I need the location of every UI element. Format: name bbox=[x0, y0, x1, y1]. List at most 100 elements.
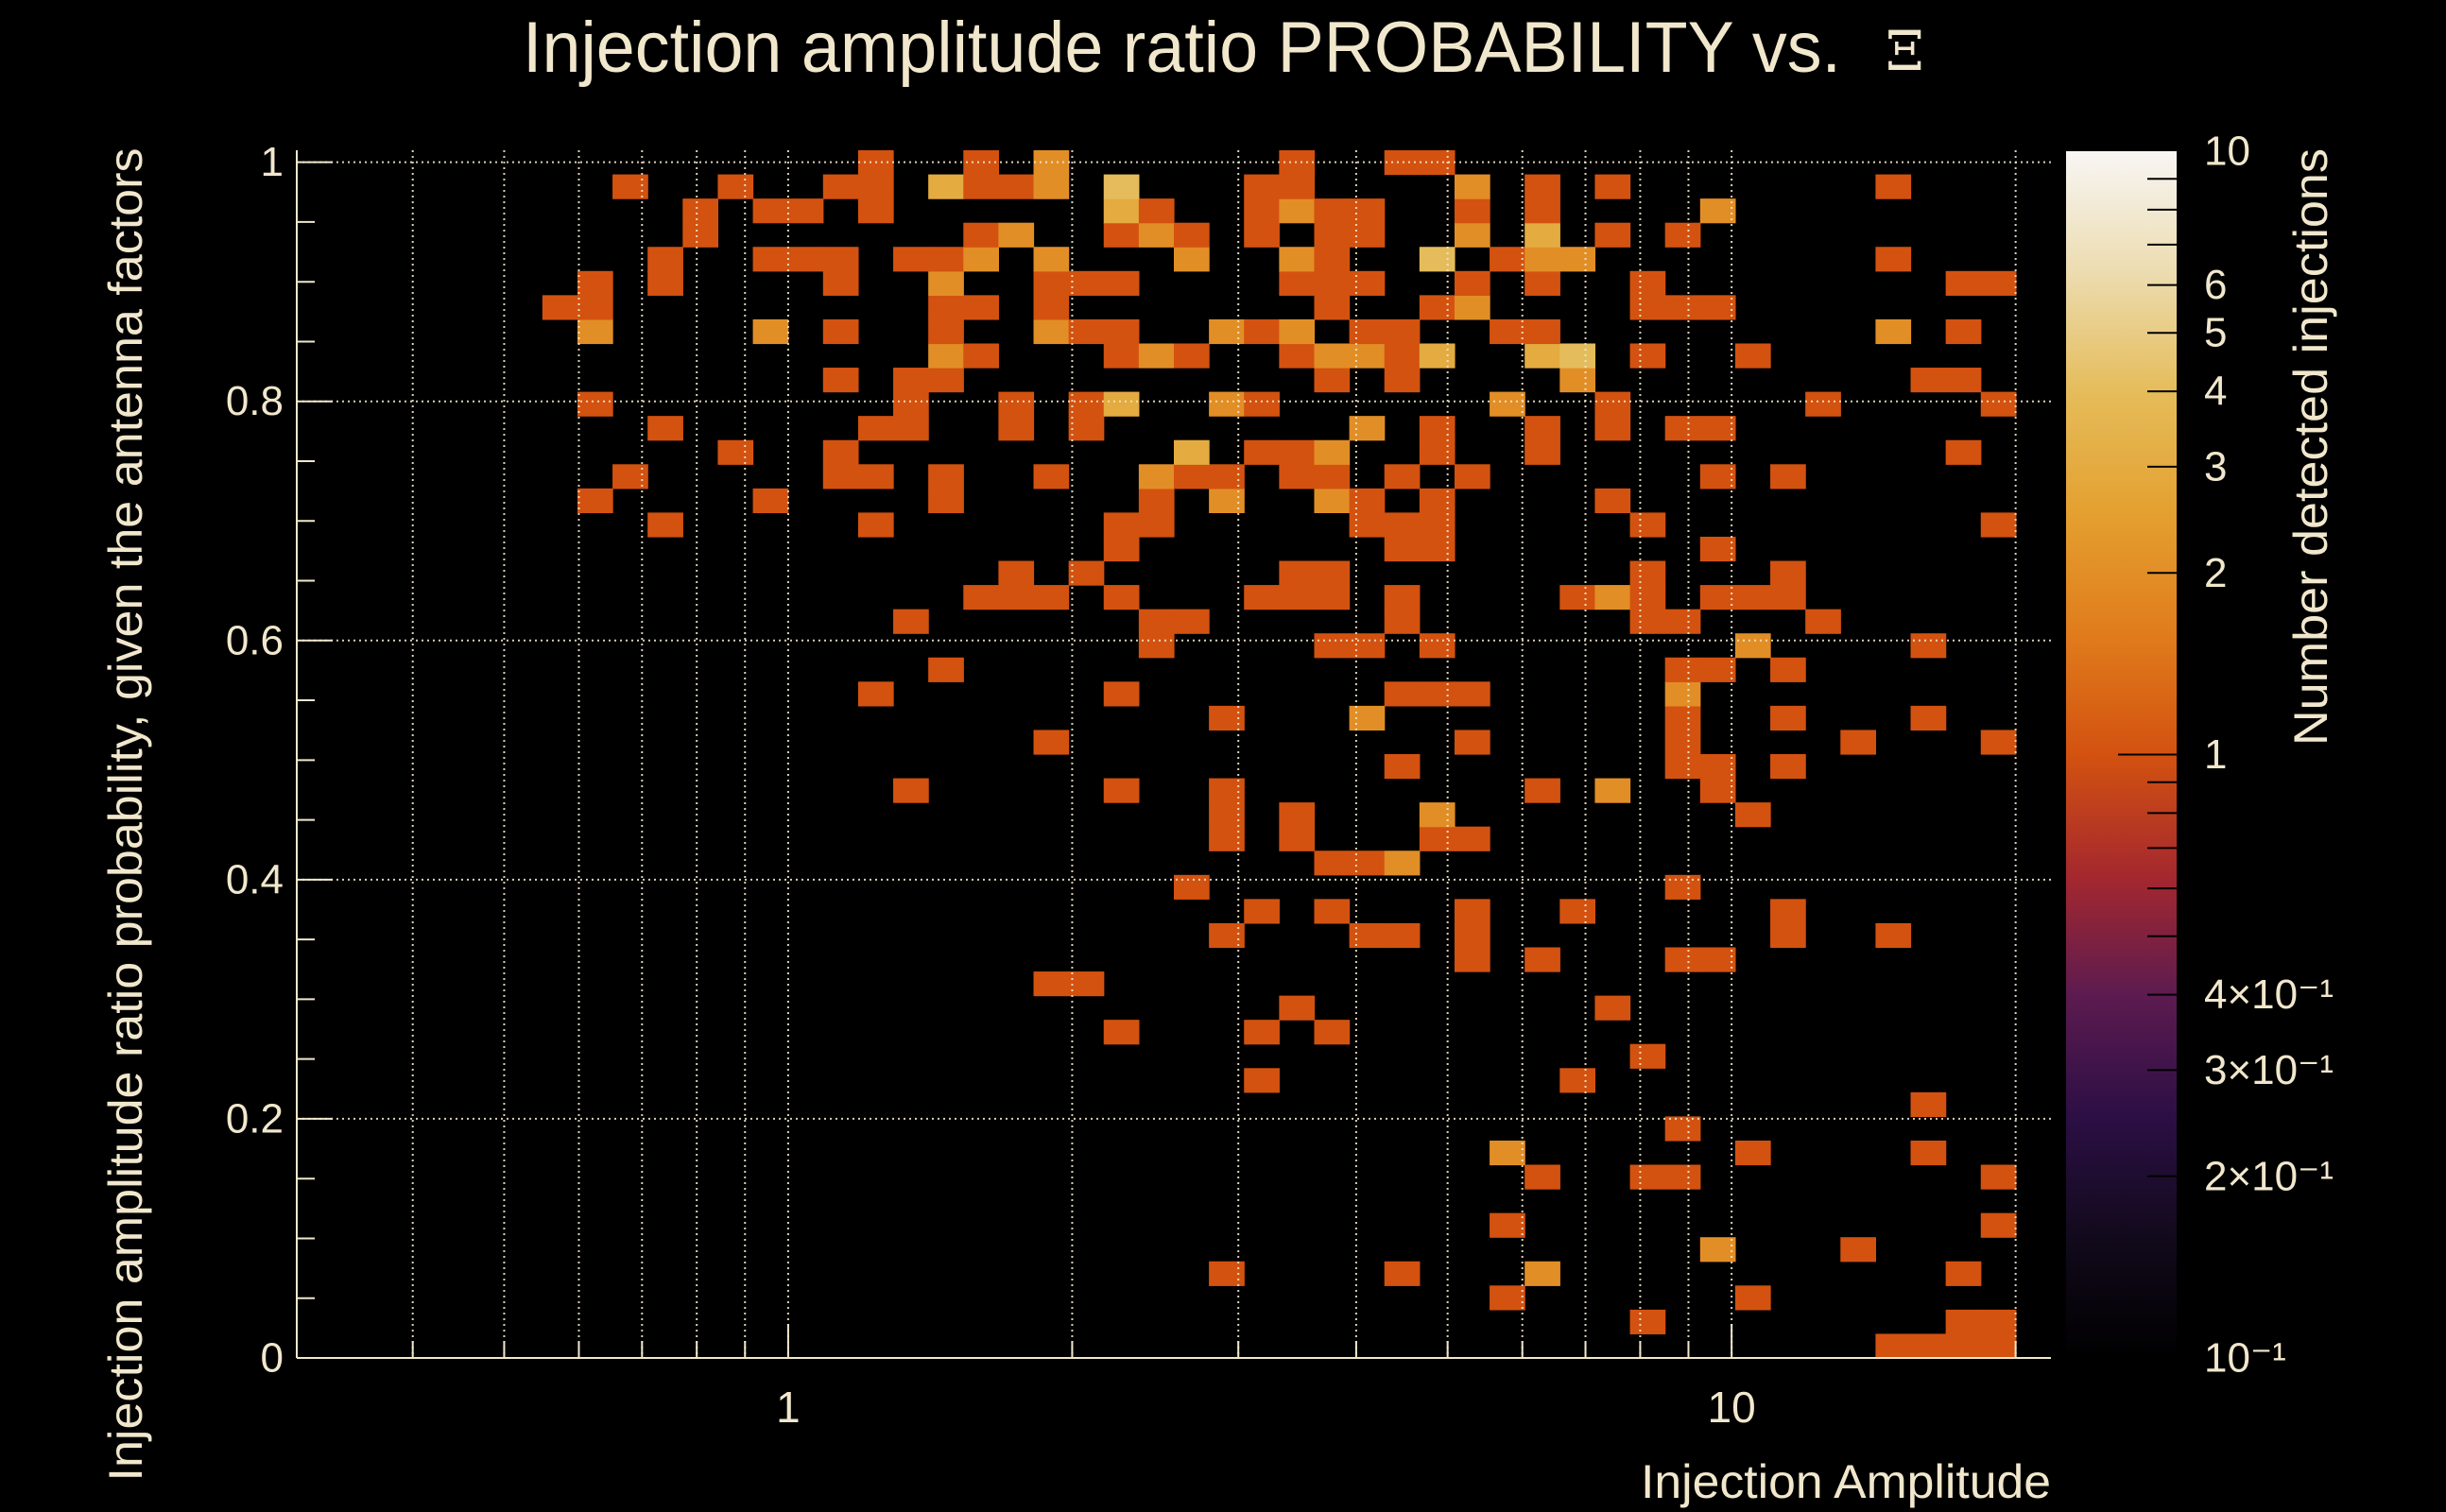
heatmap-cell bbox=[1454, 174, 1490, 199]
heatmap-cell bbox=[1384, 681, 1421, 707]
heatmap-cell bbox=[1875, 1333, 1912, 1359]
heatmap-cell bbox=[1384, 536, 1421, 562]
chart-title: Injection amplitude ratio PROBABILITY vs… bbox=[523, 8, 1841, 88]
tick-labels: 1 10 0 0.2 0.4 0.6 0.8 1 bbox=[226, 139, 1756, 1432]
heatmap-cell bbox=[1454, 826, 1490, 851]
heatmap-cell bbox=[893, 368, 929, 393]
y-tick-label: 0.8 bbox=[226, 378, 284, 424]
heatmap-cell bbox=[1244, 174, 1280, 199]
heatmap-cell bbox=[1419, 802, 1456, 828]
heatmap-cell bbox=[1314, 1020, 1351, 1045]
colorbar-label: 4 bbox=[2204, 369, 2227, 415]
heatmap-cell bbox=[1454, 681, 1490, 707]
heatmap-cell bbox=[1384, 754, 1421, 780]
heatmap-cell bbox=[1384, 850, 1421, 876]
heatmap-cell bbox=[1770, 899, 1806, 924]
heatmap-cell bbox=[1629, 343, 1666, 369]
heatmap-cell bbox=[1770, 657, 1806, 682]
heatmap-cell bbox=[928, 270, 964, 296]
heatmap-cell bbox=[998, 174, 1035, 199]
colorbar-label: 5 bbox=[2204, 310, 2227, 356]
heatmap-cell bbox=[1980, 512, 2017, 538]
heatmap-cell bbox=[1138, 633, 1175, 659]
heatmap-cell bbox=[1314, 198, 1351, 224]
heatmap-cell bbox=[1138, 488, 1175, 513]
heatmap-cell bbox=[1770, 754, 1806, 780]
heatmap-cell bbox=[928, 318, 964, 345]
heatmap-cell bbox=[1490, 318, 1525, 345]
heatmap-cell bbox=[1279, 343, 1316, 369]
heatmap-cell bbox=[1699, 657, 1736, 682]
heatmap-cell bbox=[1664, 681, 1701, 707]
heatmap-cell bbox=[1980, 270, 2017, 296]
heatmap-cell bbox=[1629, 1043, 1666, 1069]
heatmap-cell bbox=[1490, 247, 1525, 272]
axis-ticks bbox=[297, 161, 2017, 1359]
heatmap-cell bbox=[1349, 488, 1386, 513]
heatmap-cell bbox=[1699, 947, 1736, 972]
heatmap-cell bbox=[1524, 222, 1560, 248]
heatmap-cell bbox=[1384, 343, 1421, 369]
heatmap-cell bbox=[1524, 174, 1560, 199]
heatmap-cell bbox=[1524, 1164, 1560, 1190]
heatmap-cell bbox=[1174, 343, 1210, 369]
heatmap-cell bbox=[928, 488, 964, 513]
heatmap-cell bbox=[1770, 464, 1806, 490]
heatmap-cell bbox=[1174, 609, 1210, 634]
heatmap-cell bbox=[1664, 222, 1701, 248]
heatmap-cell bbox=[928, 295, 964, 320]
heatmap-cell bbox=[1454, 270, 1490, 296]
heatmap-cell bbox=[1805, 391, 1841, 417]
y-tick-label: 0.4 bbox=[226, 856, 284, 902]
heatmap-cell bbox=[1524, 416, 1560, 441]
heatmap-cell bbox=[1910, 633, 1947, 659]
heatmap-cell bbox=[1699, 1237, 1736, 1263]
heatmap-cell bbox=[1980, 1309, 2017, 1335]
heatmap-cell bbox=[1314, 222, 1351, 248]
y-tick-label: 0.6 bbox=[226, 617, 284, 663]
heatmap-cell bbox=[1945, 439, 1982, 465]
heatmap-cell bbox=[1594, 174, 1631, 199]
heatmap-cell bbox=[1594, 585, 1631, 610]
heatmap-cell bbox=[752, 318, 789, 345]
heatmap-cell bbox=[1945, 1309, 1982, 1335]
heatmap-cell bbox=[1314, 899, 1351, 924]
heatmap-cell bbox=[1384, 609, 1421, 634]
heatmap-cell bbox=[1068, 416, 1105, 441]
heatmap-cell bbox=[1734, 1140, 1771, 1166]
heatmap-cell bbox=[822, 318, 859, 345]
heatmap-cell bbox=[1699, 536, 1736, 562]
colorbar-labels: 10 65 4 3 2 1 4×10⁻¹ 3×10⁻¹ 2×10⁻¹ 10⁻¹ bbox=[2204, 129, 2334, 1382]
heatmap-cell bbox=[857, 174, 894, 199]
heatmap-cell bbox=[1279, 439, 1316, 465]
heatmap-cell bbox=[1419, 439, 1456, 465]
heatmap-cell bbox=[1033, 270, 1070, 296]
heatmap-cell bbox=[1559, 1068, 1596, 1093]
heatmap-cell bbox=[1244, 222, 1280, 248]
heatmap-cell bbox=[1279, 174, 1316, 199]
heatmap-cell bbox=[1174, 464, 1210, 490]
heatmap-cell bbox=[1279, 270, 1316, 296]
heatmap-cell bbox=[1805, 609, 1841, 634]
heatmap-cell bbox=[1314, 850, 1351, 876]
heatmap-cell bbox=[1875, 922, 1912, 949]
heatmap-cell bbox=[577, 488, 613, 513]
heatmap-cell bbox=[928, 174, 964, 199]
heatmap-cell bbox=[1699, 778, 1736, 803]
heatmap-cell bbox=[1419, 633, 1456, 659]
heatmap-cell bbox=[928, 247, 964, 272]
heatmap-cell bbox=[1103, 318, 1140, 345]
heatmap-cell bbox=[1945, 1261, 1982, 1286]
heatmap-cell bbox=[1559, 899, 1596, 924]
heatmap-cell bbox=[1349, 222, 1386, 248]
heatmap-cell bbox=[1664, 657, 1701, 682]
colorbar-ticks bbox=[2118, 178, 2177, 1177]
heatmap-cell bbox=[1103, 585, 1140, 610]
heatmap-cell bbox=[1279, 247, 1316, 272]
heatmap-cell bbox=[1559, 343, 1596, 369]
x-axis-title: Injection Amplitude bbox=[1641, 1455, 2051, 1508]
heatmap-cell bbox=[647, 512, 683, 538]
heatmap-cell bbox=[1244, 439, 1280, 465]
heatmap-cell bbox=[1103, 174, 1140, 199]
